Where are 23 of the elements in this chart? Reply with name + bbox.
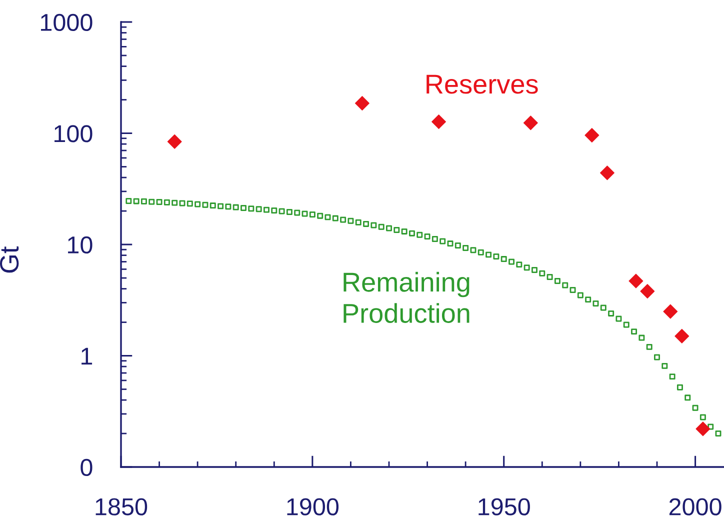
y-tick-label: 1000 — [41, 14, 92, 32]
point — [584, 128, 600, 142]
x-tick-label: 1850 — [96, 498, 148, 516]
point — [523, 116, 538, 130]
y-tick-label: 0 — [80, 458, 92, 476]
x-tick-label: 1900 — [287, 498, 339, 516]
point — [354, 96, 370, 110]
point — [640, 284, 655, 298]
point — [628, 274, 644, 288]
point — [167, 134, 182, 149]
point — [696, 422, 710, 436]
y-tick-label: 10 — [68, 236, 92, 254]
point — [600, 166, 614, 180]
series-label: Reserves — [426, 74, 538, 94]
x-tick-label: 2000 — [669, 498, 722, 516]
y-tick-label: 1 — [82, 348, 92, 365]
point — [432, 114, 446, 129]
x-tick-label: 1950 — [478, 498, 530, 516]
point — [663, 304, 678, 319]
point — [674, 328, 690, 344]
y-axis-title: Gt — [0, 246, 19, 273]
y-tick-label: 100 — [54, 125, 92, 142]
series-label: Remaining Production — [344, 272, 470, 323]
